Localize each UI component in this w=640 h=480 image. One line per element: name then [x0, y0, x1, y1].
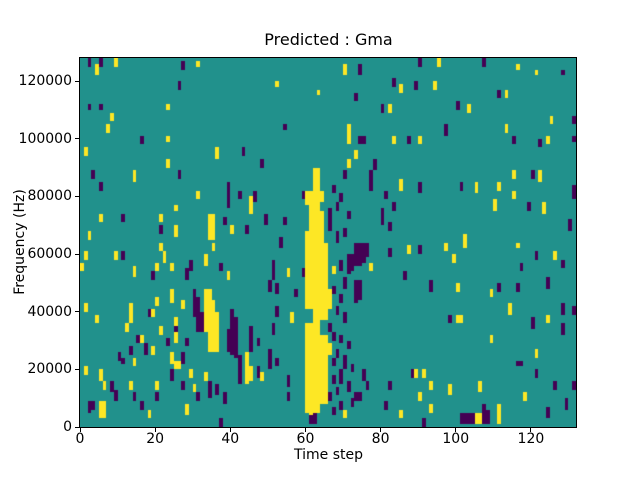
y-tick-mark: [75, 253, 79, 255]
x-tick-label: 120: [517, 431, 545, 447]
x-tick-mark: [154, 428, 156, 432]
x-tick-label: 20: [146, 431, 165, 447]
y-tick-label: 120000: [18, 73, 72, 90]
heatmap-image: [80, 58, 576, 427]
y-tick-label: 40000: [27, 303, 72, 320]
y-tick-mark: [75, 80, 79, 82]
x-tick-mark: [455, 428, 457, 432]
x-tick-mark: [380, 428, 382, 432]
x-tick-label: 60: [296, 431, 315, 447]
x-axis-label: Time step: [294, 447, 363, 463]
y-tick-label: 100000: [18, 130, 72, 147]
y-tick-mark: [75, 195, 79, 197]
x-tick-mark: [229, 428, 231, 432]
y-tick-label: 20000: [27, 361, 72, 378]
x-tick-label: 100: [442, 431, 470, 447]
chart-title: Predicted : Gma: [264, 30, 393, 49]
axes-frame: [79, 57, 577, 428]
y-tick-mark: [75, 311, 79, 313]
y-axis-label: Frequency (Hz): [12, 189, 28, 295]
x-tick-label: 40: [221, 431, 240, 447]
y-tick-mark: [75, 368, 79, 370]
x-tick-mark: [79, 428, 81, 432]
y-tick-label: 0: [63, 419, 72, 435]
y-tick-mark: [75, 138, 79, 140]
x-tick-label: 80: [371, 431, 390, 447]
x-tick-mark: [304, 428, 306, 432]
y-tick-label: 80000: [27, 188, 72, 205]
y-tick-label: 60000: [27, 246, 72, 263]
x-tick-label: 0: [75, 431, 85, 447]
y-tick-mark: [75, 426, 79, 428]
x-tick-mark: [530, 428, 532, 432]
